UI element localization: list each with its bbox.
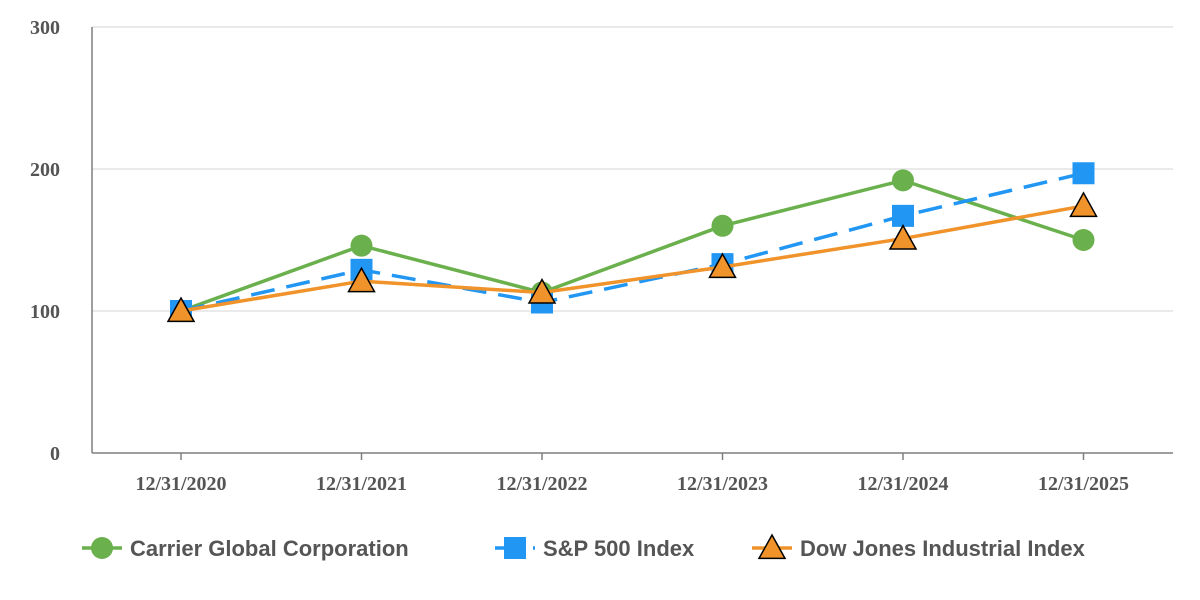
- series-3: [166, 191, 1098, 323]
- series-line: [180, 204, 1084, 313]
- y-tick-label: 200: [30, 159, 60, 181]
- data-point: [892, 169, 914, 192]
- series-line: [180, 178, 1085, 313]
- data-point: [1072, 229, 1095, 251]
- data-point: [892, 204, 914, 227]
- data-point: [708, 252, 737, 279]
- data-point: [347, 266, 376, 293]
- legend: Carrier Global Corporation S&P 500 Index D…: [82, 533, 1086, 561]
- x-tick-label: 12/31/2025: [1038, 473, 1129, 495]
- legend-marker: [91, 537, 113, 559]
- y-tick-label: 300: [30, 17, 60, 39]
- y-tick-label: 0: [50, 443, 60, 465]
- series-layer: [166, 162, 1098, 323]
- legend-marker: [504, 537, 526, 559]
- series-1: [170, 169, 1095, 322]
- y-tick-label: 100: [30, 301, 60, 323]
- x-tick-label: 12/31/2022: [496, 473, 587, 495]
- legend-label: Dow Jones Industrial Index: [800, 536, 1086, 561]
- x-tick-label: 12/31/2020: [135, 473, 226, 495]
- x-tick-label: 12/31/2021: [316, 473, 407, 495]
- legend-marker: [757, 533, 787, 560]
- legend-item-3: Dow Jones Industrial Index: [752, 533, 1086, 561]
- data-point: [527, 277, 557, 304]
- data-point: [350, 234, 373, 257]
- x-axis-ticks: 12/31/2020 12/31/2021 12/31/2022 12/31/2023…: [135, 453, 1129, 495]
- data-point: [1069, 191, 1098, 218]
- legend-label: S&P 500 Index: [543, 536, 695, 561]
- axes: [91, 27, 1173, 454]
- x-tick-label: 12/31/2024: [857, 473, 948, 495]
- x-tick-label: 12/31/2023: [677, 473, 768, 495]
- legend-label: Carrier Global Corporation: [130, 536, 409, 561]
- data-point: [711, 214, 734, 237]
- data-point: [888, 224, 918, 250]
- series-2: [170, 162, 1095, 322]
- series-line: [180, 171, 1084, 313]
- legend-item-1: Carrier Global Corporation: [82, 536, 409, 561]
- grid-lines: [92, 26, 1173, 312]
- y-axis-ticks: 0 100 200 300: [30, 17, 60, 465]
- data-point: [1072, 162, 1095, 185]
- data-point: [166, 296, 196, 323]
- legend-item-2: S&P 500 Index: [495, 536, 695, 561]
